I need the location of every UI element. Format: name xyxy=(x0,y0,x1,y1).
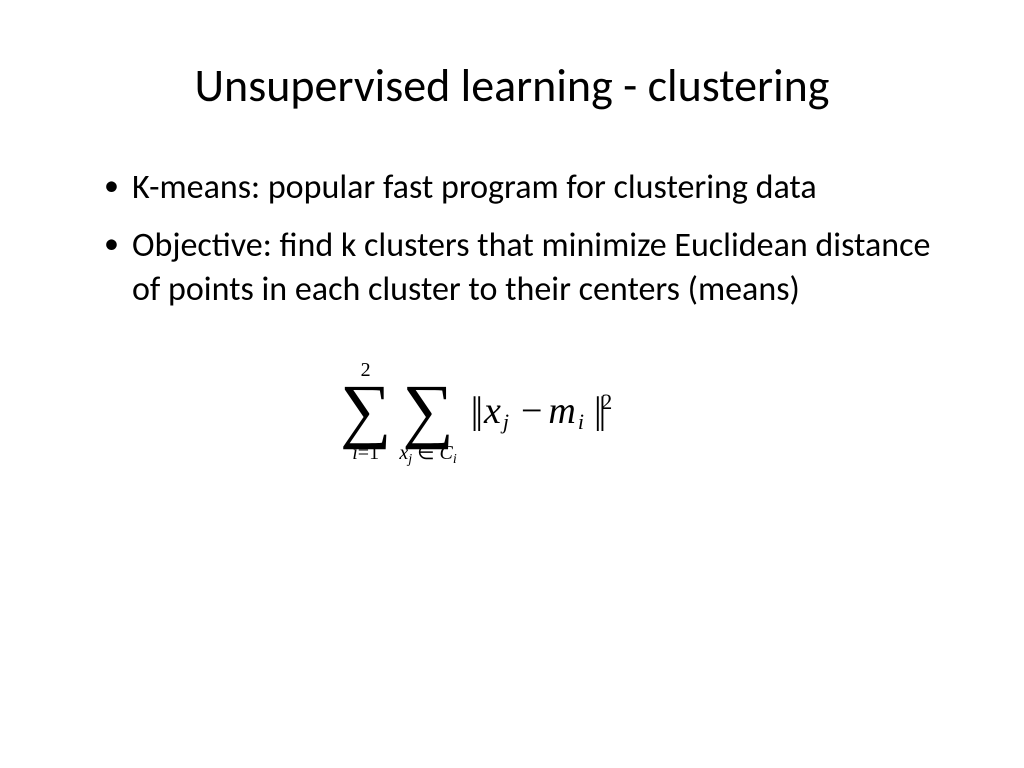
var-m-sub: i xyxy=(578,409,584,435)
sum-lower-limit: xj ∈ Ci xyxy=(399,443,456,463)
sum-eq: = xyxy=(358,442,369,464)
sum-set-C-sub: i xyxy=(453,452,457,467)
power-2: 2 xyxy=(601,389,612,415)
var-x: x xyxy=(484,389,501,433)
bullet-item: Objective: find k clusters that minimize… xyxy=(104,224,954,312)
slide-title: Unsupervised learning - clustering xyxy=(70,58,954,114)
formula: 2 ∑ i=1 ∑ xj ∈ Ci || xj − mi xyxy=(70,339,954,463)
sum-start: 1 xyxy=(369,442,379,464)
sum-var-x-sub: j xyxy=(408,452,412,467)
minus-sign: − xyxy=(521,389,542,433)
sigma-icon: ∑ xyxy=(402,380,453,441)
formula-row: 2 ∑ i=1 ∑ xj ∈ Ci || xj − mi xyxy=(340,360,612,463)
norm-open: || xyxy=(471,389,480,433)
sum-set-C: C xyxy=(440,442,453,464)
element-of-icon: ∈ xyxy=(417,442,434,464)
bullet-list: K-means: popular fast program for cluste… xyxy=(70,166,954,313)
var-m: m xyxy=(548,389,575,433)
var-x-sub: j xyxy=(503,409,509,435)
outer-sum: 2 ∑ i=1 xyxy=(340,360,391,463)
sum-var-x: x xyxy=(399,442,408,464)
bullet-item: K-means: popular fast program for cluste… xyxy=(104,166,954,210)
inner-sum: ∑ xj ∈ Ci xyxy=(399,360,456,463)
sigma-icon: ∑ xyxy=(340,380,391,441)
formula-body: || xj − mi ||2 xyxy=(469,389,612,433)
slide: Unsupervised learning - clustering K-mea… xyxy=(0,0,1024,768)
sum-lower-limit: i=1 xyxy=(352,443,379,463)
